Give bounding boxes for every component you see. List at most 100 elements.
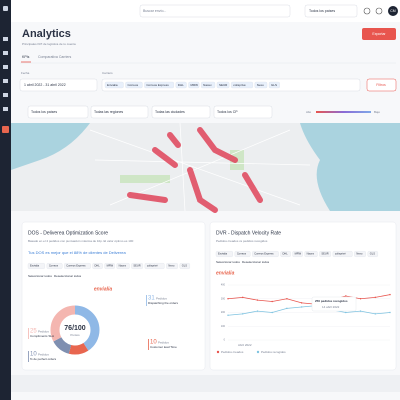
chip[interactable] [188, 81, 200, 89]
select-all[interactable]: Seleccionar todos [28, 274, 52, 278]
line-point [286, 307, 288, 310]
line-point [256, 299, 259, 301]
search-box[interactable] [139, 4, 291, 18]
y-tick-label: 300 [221, 297, 226, 300]
legend-value: 10 [150, 340, 157, 346]
chip[interactable] [354, 251, 366, 257]
select-all[interactable]: Seleccionar todos [216, 260, 240, 264]
chip[interactable] [304, 251, 318, 257]
chip[interactable] [175, 81, 187, 89]
carrier-logo: envialia [216, 270, 235, 276]
sidebar [0, 0, 11, 400]
chip[interactable] [131, 263, 143, 269]
chip[interactable] [332, 251, 353, 257]
chip-label: MRW [107, 264, 114, 268]
chip[interactable] [166, 263, 178, 269]
deselect-all[interactable]: Deseleccionar todos [54, 274, 82, 278]
add-icon[interactable] [363, 7, 371, 15]
donut-score: 76/100 [64, 325, 86, 332]
deselect-all[interactable]: Deseleccionar todos [242, 260, 270, 264]
chip-label: Correos Express [66, 264, 86, 268]
chip-label: DHL [95, 264, 101, 268]
line-point [242, 296, 244, 299]
select[interactable] [27, 105, 89, 119]
chip[interactable] [46, 263, 63, 269]
donut-segment [50, 305, 100, 355]
chip-label: Nacex [119, 264, 127, 268]
tab[interactable]: Comparativa Carriers [38, 55, 72, 59]
chip[interactable] [215, 251, 233, 257]
chip-label: Correos [127, 83, 138, 87]
chip-label: colisprivé [147, 264, 158, 268]
legend-bar [146, 295, 147, 306]
chip[interactable] [27, 263, 45, 269]
legend-value: 25 [30, 329, 37, 335]
line-point [389, 293, 391, 296]
line-point [389, 311, 391, 314]
chip[interactable] [254, 81, 268, 89]
select[interactable] [151, 105, 211, 119]
chip[interactable] [319, 251, 331, 257]
date-text: 1 abril 2022 - 31 abril 2022 [24, 83, 66, 87]
line-point [359, 310, 362, 312]
chip[interactable] [231, 81, 253, 89]
search-placeholder: Buscar envío... [143, 9, 166, 13]
chip[interactable] [125, 81, 143, 89]
chip[interactable] [179, 263, 190, 269]
avatar[interactable] [388, 6, 398, 16]
chip-label: colisprivé [335, 252, 346, 256]
line-point [300, 302, 303, 304]
chip[interactable] [144, 263, 165, 269]
chip[interactable] [64, 263, 91, 269]
chip-label: Envialia [218, 252, 228, 256]
legend-unit: Pedidos [38, 352, 49, 356]
export-button[interactable] [362, 28, 396, 40]
settings-icon[interactable] [375, 7, 383, 15]
legend-name: Compliments SLA [30, 334, 54, 338]
legend-dot [256, 350, 260, 354]
legend-name: % de perfect orders [30, 357, 57, 361]
chip[interactable] [144, 81, 174, 89]
chip[interactable] [216, 81, 230, 89]
select[interactable] [213, 105, 273, 119]
chip[interactable] [104, 263, 115, 269]
avatar-text: CM [390, 9, 396, 13]
line-series [227, 294, 391, 305]
chip-label: Envialia [30, 264, 40, 268]
y-tick-label: 0 [224, 339, 226, 342]
chip[interactable] [92, 263, 103, 269]
line-point [374, 313, 376, 315]
chip[interactable] [280, 251, 291, 257]
legend-label: Pedidos creados [221, 350, 244, 354]
y-tick-label: 200 [221, 311, 226, 314]
line-series [227, 305, 391, 316]
y-tick-label: 400 [221, 284, 226, 287]
sidebar-icons [2, 6, 9, 133]
chip[interactable] [252, 251, 279, 257]
legend-bar [28, 328, 29, 339]
date-picker[interactable] [19, 78, 98, 92]
card-title: DVR - Dispatch Velocity Rate [216, 230, 281, 236]
chip[interactable] [367, 251, 378, 257]
select[interactable] [90, 105, 149, 119]
chip[interactable] [292, 251, 303, 257]
chip[interactable] [104, 81, 124, 89]
chip-label: Envialia [107, 83, 118, 87]
chip[interactable] [234, 251, 251, 257]
country-select[interactable] [304, 4, 358, 18]
chip[interactable] [201, 81, 216, 89]
chip[interactable] [116, 263, 130, 269]
line-point [271, 311, 273, 314]
tab[interactable]: KPIs [22, 55, 30, 59]
donut-caption: Puntos [70, 333, 80, 337]
chip[interactable] [268, 81, 280, 89]
tooltip-title: 250 pedidos recogidos [315, 299, 348, 303]
heat-high: Alto [306, 110, 312, 114]
line-point [374, 296, 376, 299]
filters-text: Filtros [376, 83, 386, 87]
card-title: DOS - Deliverea Optimization Score [28, 230, 108, 236]
chip-label: GLS [182, 264, 187, 268]
legend-value: 31 [148, 296, 155, 302]
filters-button[interactable] [366, 78, 397, 92]
line-point [256, 310, 259, 312]
